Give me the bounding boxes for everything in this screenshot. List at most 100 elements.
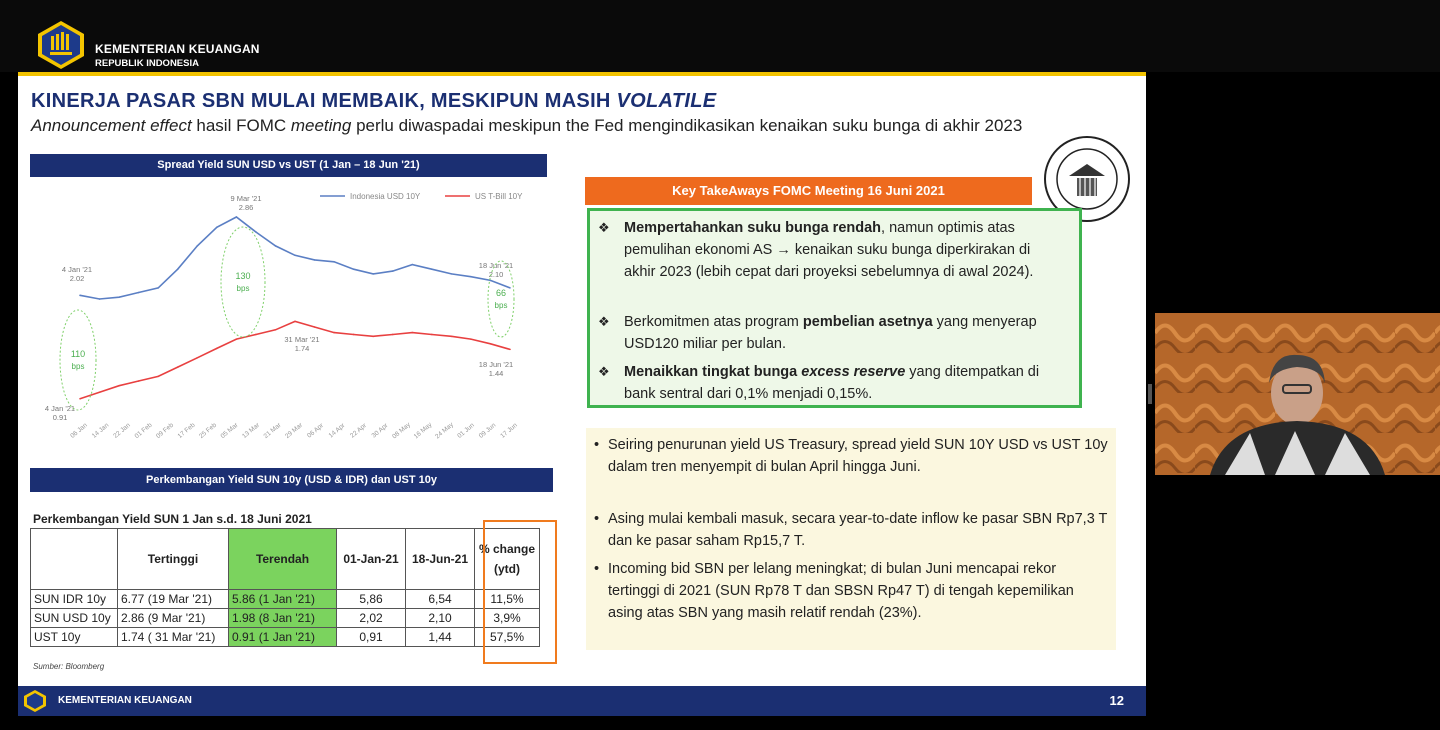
speaker-video-tile[interactable] xyxy=(1155,313,1440,475)
annotation-value: 2.10 xyxy=(489,270,504,279)
subtitle-text-2: perlu diwaspadai meskipun the Fed mengin… xyxy=(351,116,1023,135)
table-row: SUN USD 10y 2.86 (9 Mar '21) 1.98 (8 Jan… xyxy=(30,608,540,628)
spread-value: 130 xyxy=(235,271,250,281)
line-chart-svg: Indonesia USD 10Y US T-Bill 10Y 06 Jan 14 J… xyxy=(45,192,523,441)
federal-reserve-seal-icon xyxy=(1044,136,1130,222)
annotation-label: 4 Jan '21 xyxy=(62,265,92,274)
org-subname: REPUBLIK INDONESIA xyxy=(95,58,199,69)
data-point xyxy=(79,397,81,400)
x-tick-label: 01 Jun xyxy=(456,422,476,440)
table-cell: 1.98 (8 Jan '21) xyxy=(228,608,337,628)
title-main: KINERJA PASAR SBN MULAI MEMBAIK, MESKIPU… xyxy=(31,90,617,112)
data-point xyxy=(98,298,101,300)
data-point xyxy=(216,347,218,350)
x-tick-label: 05 Mar xyxy=(220,421,241,440)
annotation-value: 2.02 xyxy=(70,274,85,283)
table-cell: 2,10 xyxy=(405,608,475,628)
speaker-video-frame xyxy=(1155,313,1440,475)
table-row: UST 10y 1.74 ( 31 Mar '21) 0.91 (1 Jan '… xyxy=(30,627,540,647)
table-cell: 57,5% xyxy=(474,627,540,647)
table-cell: SUN USD 10y xyxy=(30,608,118,628)
slide-subtitle: Announcement effect hasil FOMC meeting p… xyxy=(31,116,1022,136)
table-cell: UST 10y xyxy=(30,627,118,647)
info-item-text: Incoming bid SBN per lelang meningkat; d… xyxy=(608,561,1074,621)
data-point xyxy=(216,226,218,229)
fomc-item-text: yang menyerap USD120 miliar per bulan. xyxy=(624,314,1037,352)
data-point xyxy=(79,294,81,297)
data-point xyxy=(137,380,140,382)
table-cell: 5.86 (1 Jan '21) xyxy=(228,589,337,609)
fomc-item-bold-italic: excess reserve xyxy=(801,364,906,380)
org-name: KEMENTERIAN KEUANGAN xyxy=(95,42,260,56)
x-tick-label: 22 Jan xyxy=(112,422,132,440)
data-point xyxy=(137,291,140,294)
data-point xyxy=(157,375,159,378)
panel-resize-handle[interactable] xyxy=(1148,384,1152,404)
table-header-cell: Terendah xyxy=(228,528,337,590)
data-point xyxy=(176,366,179,368)
legend-label: Indonesia USD 10Y xyxy=(350,192,421,201)
diamond-bullet-icon: ❖ xyxy=(598,364,610,379)
subtitle-italic-2: meeting xyxy=(290,116,352,135)
data-point xyxy=(274,328,277,331)
info-item-text: Seiring penurunan yield US Treasury, spr… xyxy=(608,437,1108,475)
data-point xyxy=(489,279,492,282)
x-tick-label: 22 Apr xyxy=(349,422,369,440)
table-cell: 2.86 (9 Mar '21) xyxy=(117,608,229,628)
table-cell: 1.74 ( 31 Mar '21) xyxy=(117,627,229,647)
bullet-icon: • xyxy=(594,511,600,527)
table-header-cell xyxy=(30,528,118,590)
subtitle-italic-1: Announcement effect xyxy=(31,116,192,135)
data-point xyxy=(294,254,296,257)
data-point xyxy=(450,273,453,275)
slide-title: KINERJA PASAR SBN MULAI MEMBAIK, MESKIPU… xyxy=(31,90,716,113)
annotation-label: 4 Jan '21 xyxy=(45,404,75,413)
x-tick-label: 06 Jan xyxy=(69,422,89,440)
spread-ellipse xyxy=(487,260,515,338)
table-cell: 2,02 xyxy=(336,608,406,628)
annotation-value: 2.86 xyxy=(239,203,254,212)
data-point xyxy=(196,245,199,247)
x-tick-label: 09 Feb xyxy=(155,421,175,440)
data-point xyxy=(118,384,120,387)
data-point xyxy=(509,348,511,351)
data-point xyxy=(509,287,511,289)
data-point xyxy=(294,320,296,323)
data-point xyxy=(196,356,199,359)
x-tick-label: 08 May xyxy=(391,421,412,441)
table-cell: SUN IDR 10y xyxy=(30,589,118,609)
market-info-box: • Seiring penurunan yield US Treasury, s… xyxy=(586,428,1116,650)
fomc-takeaways-box: ❖ Mempertahankan suku bunga rendah, namu… xyxy=(587,208,1082,408)
slide-footer: KEMENTERIAN KEUANGAN 12 xyxy=(18,686,1146,716)
info-item-text: Asing mulai kembali masuk, secara year-t… xyxy=(608,511,1108,549)
table-row: SUN IDR 10y 6.77 (19 Mar '21) 5.86 (1 Ja… xyxy=(30,589,540,609)
data-point xyxy=(470,338,472,340)
annotation-label: 9 Mar '21 xyxy=(230,194,261,203)
chart1-header: Spread Yield SUN USD vs UST (1 Jan – 18 … xyxy=(30,154,547,177)
annotation-value: 0.91 xyxy=(53,413,68,422)
legend-label: US T-Bill 10Y xyxy=(475,192,523,201)
x-tick-label: 14 Apr xyxy=(328,422,348,440)
data-point xyxy=(333,331,335,334)
data-point xyxy=(411,331,414,334)
chart2-header: Perkembangan Yield SUN 10y (USD & IDR) d… xyxy=(30,468,553,492)
table-cell: 5,86 xyxy=(336,589,406,609)
data-point xyxy=(489,342,492,345)
data-point xyxy=(274,245,277,247)
spread-ellipse xyxy=(220,226,266,338)
x-tick-label: 14 Jan xyxy=(91,422,111,440)
table-cell: 0.91 (1 Jan '21) xyxy=(228,627,337,647)
data-point xyxy=(235,338,238,340)
annotation-label: 31 Mar '21 xyxy=(284,335,319,344)
spread-value: 66 xyxy=(496,288,506,298)
data-point xyxy=(470,275,472,278)
data-point xyxy=(157,287,159,289)
annotation-value: 1.74 xyxy=(295,344,310,353)
title-italic: VOLATILE xyxy=(616,90,717,112)
fomc-item-bold: pembelian asetnya xyxy=(802,314,933,330)
spread-yield-chart: Indonesia USD 10Y US T-Bill 10Y 06 Jan 14 J… xyxy=(30,184,560,449)
data-point xyxy=(313,259,316,261)
table-header-cell: 18-Jun-21 xyxy=(405,528,475,590)
annotation-label: 18 Jun '21 xyxy=(479,360,513,369)
yield-table: Tertinggi Terendah 01-Jan-21 18-Jun-21 %… xyxy=(30,528,540,647)
